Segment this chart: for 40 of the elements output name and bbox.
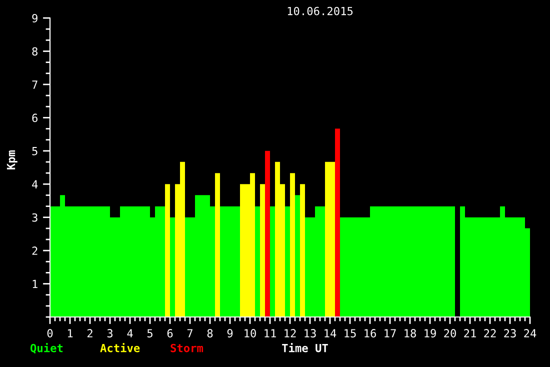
x-tick-label: 2 <box>87 329 92 338</box>
y-tick-label: 2 <box>32 246 38 255</box>
x-tick-label: 12 <box>284 329 296 338</box>
x-tick-label: 16 <box>364 329 376 338</box>
y-tick-label: 1 <box>32 280 38 288</box>
y-tick-label: 8 <box>32 47 38 56</box>
x-tick-label: 24 <box>524 329 536 338</box>
x-tick-label: 20 <box>444 329 456 338</box>
x-tick-label: 14 <box>324 329 336 338</box>
chart-title: 10.06.2015 <box>288 6 353 16</box>
y-tick-label: 3 <box>32 213 38 222</box>
x-tick-label: 7 <box>187 329 193 338</box>
x-tick-label: 10 <box>244 329 256 338</box>
y-tick-label: 5 <box>32 147 38 156</box>
y-axis-title: Kpm <box>6 150 18 170</box>
x-tick-label: 19 <box>424 329 436 338</box>
x-tick-label: 13 <box>304 329 316 338</box>
x-tick-label: 9 <box>227 329 233 338</box>
y-tick-label: 4 <box>32 180 38 188</box>
text: Quiet <box>30 343 63 354</box>
x-tick-label: 5 <box>147 329 152 338</box>
x-tick-label: 18 <box>404 329 416 338</box>
y-tick-label: 9 <box>32 14 38 22</box>
x-tick-label: 17 <box>384 329 396 338</box>
x-tick-label: 23 <box>504 329 516 338</box>
x-tick-label: 21 <box>464 329 476 338</box>
y-tick-label: 7 <box>32 80 38 89</box>
x-tick-label: 6 <box>167 329 173 338</box>
x-tick-label: 8 <box>207 329 213 338</box>
y-tick-label: 6 <box>32 114 38 122</box>
text: Active <box>100 343 140 352</box>
x-tick-label: 22 <box>484 329 496 338</box>
x-tick-label: 15 <box>344 329 356 338</box>
x-tick-label: 0 <box>47 329 53 338</box>
x-tick-label: 4 <box>127 329 133 338</box>
x-tick-label: 11 <box>264 329 276 338</box>
text: Storm <box>170 344 204 352</box>
x-tick-label: 1 <box>68 329 73 338</box>
x-tick-label: 3 <box>107 329 113 338</box>
x-axis-title: Time UT <box>282 343 328 352</box>
